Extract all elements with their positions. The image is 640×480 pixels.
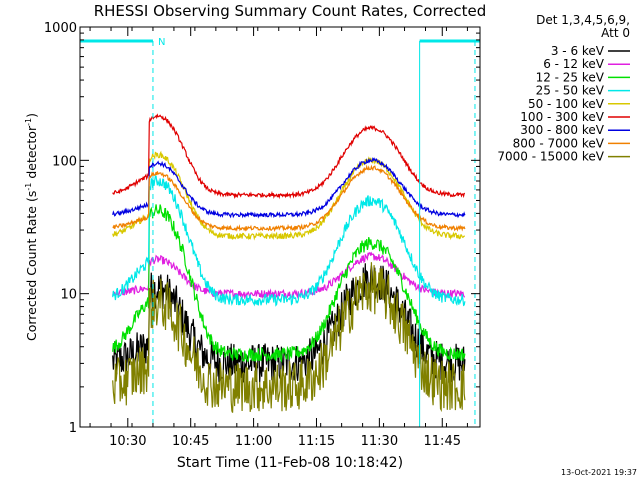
y-tick-label: 10 bbox=[60, 288, 77, 303]
plot-frame bbox=[79, 26, 481, 428]
series-line-7 bbox=[112, 164, 466, 233]
legend-entry-label: 3 - 6 keV bbox=[551, 44, 605, 58]
legend-entry-label: 300 - 800 keV bbox=[520, 123, 604, 137]
y-tick-label: 1 bbox=[69, 421, 77, 436]
y-axis-label-sup2: -1 bbox=[24, 118, 33, 126]
series-line-6 bbox=[112, 157, 466, 219]
series-line-3 bbox=[112, 175, 466, 307]
y-tick-label: 1000 bbox=[44, 21, 77, 36]
legend-entry-label: 100 - 300 keV bbox=[520, 110, 604, 124]
x-tick-label: 11:45 bbox=[424, 434, 461, 449]
y-axis-label: Corrected Count Rate (s-1 detector-1) bbox=[24, 113, 39, 341]
series-line-1 bbox=[112, 251, 466, 300]
y-axis-label-part1: Corrected Count Rate (s bbox=[24, 191, 39, 341]
x-tick-label: 10:30 bbox=[109, 434, 146, 449]
x-tick-label: 11:15 bbox=[298, 434, 335, 449]
night-marker-label: N bbox=[158, 37, 165, 48]
legend-entry-label: 7000 - 15000 keV bbox=[497, 150, 604, 164]
data-layer bbox=[112, 113, 466, 413]
legend-detectors: Det 1,3,4,5,6,9, bbox=[536, 13, 630, 27]
y-axis-label-part3: ) bbox=[24, 113, 39, 118]
x-tick-label: 10:45 bbox=[172, 434, 209, 449]
series-line-2 bbox=[112, 204, 466, 364]
y-axis-label-part2: detector bbox=[24, 125, 39, 183]
y-axis-label-sup1: -1 bbox=[24, 183, 33, 191]
x-tick-label: 11:00 bbox=[235, 434, 272, 449]
y-tick-label: 100 bbox=[52, 154, 77, 169]
legend-attenuator: Att 0 bbox=[601, 26, 630, 40]
overlay-layer: N bbox=[80, 37, 480, 427]
legend-entry-label: 6 - 12 keV bbox=[543, 57, 605, 71]
legend-entry-label: 800 - 7000 keV bbox=[513, 136, 605, 150]
legend-entry-label: 25 - 50 keV bbox=[536, 84, 605, 98]
series-line-5 bbox=[112, 113, 466, 200]
legend-entry-label: 50 - 100 keV bbox=[528, 97, 605, 111]
series-line-8 bbox=[112, 262, 466, 413]
x-tick-label: 11:30 bbox=[361, 434, 398, 449]
chart-title: RHESSI Observing Summary Count Rates, Co… bbox=[94, 2, 487, 20]
legend-entry-label: 12 - 25 keV bbox=[536, 70, 605, 84]
axis-layer: 1 10 100 1000 10:30 10:45 11:00 11:15 11:30 11:45 bbox=[44, 21, 480, 449]
timestamp: 13-Oct-2021 19:37 bbox=[561, 468, 637, 477]
x-axis-label: Start Time (11-Feb-08 10:18:42) bbox=[177, 455, 403, 471]
